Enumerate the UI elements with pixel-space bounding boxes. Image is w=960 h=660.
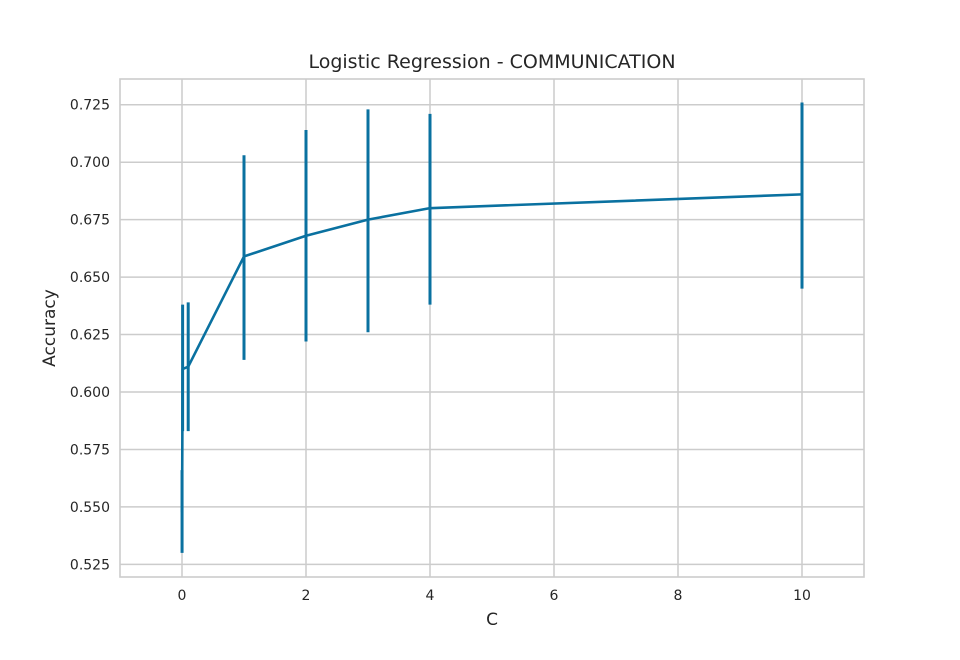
y-tick-label: 0.550 xyxy=(70,500,110,516)
tick-labels: 0 2 4 6 8 10 0.525 0.550 0.575 0.600 0.625 0.650 0.6… xyxy=(70,98,811,604)
y-axis-label: Accuracy xyxy=(40,289,60,367)
x-tick-label: 2 xyxy=(302,588,311,604)
y-tick-label: 0.525 xyxy=(70,557,110,573)
y-tick-label: 0.625 xyxy=(70,328,110,344)
x-tick-label: 10 xyxy=(793,588,811,604)
chart-title: Logistic Regression - COMMUNICATION xyxy=(308,51,675,73)
x-tick-label: 6 xyxy=(550,588,559,604)
x-tick-label: 4 xyxy=(426,588,435,604)
y-tick-label: 0.700 xyxy=(70,155,110,171)
y-tick-label: 0.650 xyxy=(70,270,110,286)
plot-frame xyxy=(119,78,865,578)
x-tick-label: 0 xyxy=(178,588,187,604)
series-group xyxy=(180,102,804,553)
y-tick-label: 0.725 xyxy=(70,98,110,114)
x-axis-label: C xyxy=(486,610,498,630)
x-tick-label: 8 xyxy=(674,588,683,604)
series-line xyxy=(180,193,804,513)
y-tick-label: 0.675 xyxy=(70,213,110,229)
y-tick-label: 0.575 xyxy=(70,442,110,458)
y-tick-label: 0.600 xyxy=(70,385,110,401)
